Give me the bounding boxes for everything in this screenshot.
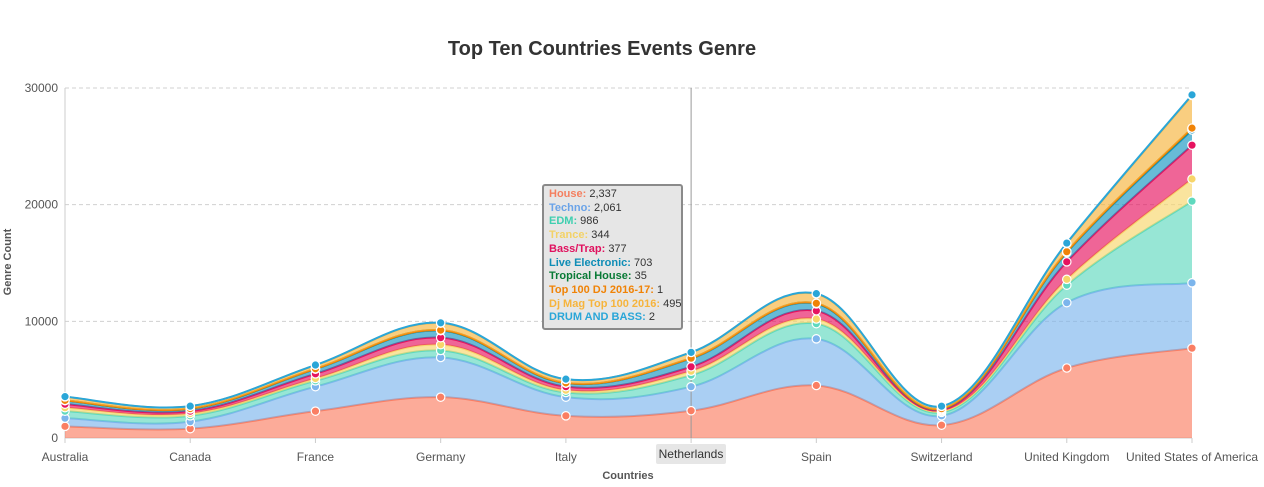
tooltip-label: Live Electronic: — [549, 256, 631, 269]
x-tick-label: Canada — [169, 450, 211, 464]
data-point[interactable] — [1061, 274, 1072, 285]
tooltip-row: Bass/Trap: 377 — [549, 243, 676, 257]
data-point[interactable] — [811, 334, 822, 344]
data-tooltip: House: 2,337 Techno: 2,061 EDM: 986 Tran… — [542, 184, 683, 330]
data-point[interactable] — [1187, 90, 1197, 100]
tooltip-label: Dj Mag Top 100 2016: — [549, 297, 661, 310]
series-areas — [64, 94, 1193, 438]
data-point[interactable] — [1187, 278, 1197, 288]
x-tick-label: United Kingdom — [1024, 450, 1109, 464]
data-point[interactable] — [686, 381, 696, 392]
data-point[interactable] — [561, 374, 571, 384]
data-point[interactable] — [1061, 238, 1072, 248]
x-tick-label: United States of America — [1126, 450, 1258, 464]
y-tick-label: 30000 — [25, 81, 59, 95]
data-point[interactable] — [1187, 343, 1197, 353]
area-house — [65, 348, 1192, 438]
y-axis-title: Genre Count — [2, 228, 14, 295]
tooltip-value: 703 — [633, 256, 653, 269]
data-point[interactable] — [1061, 297, 1072, 308]
data-point[interactable] — [435, 317, 446, 328]
tooltip-value: 377 — [608, 242, 627, 255]
tooltip-value: 2,061 — [594, 201, 622, 214]
data-point[interactable] — [811, 380, 822, 391]
data-point[interactable] — [310, 360, 321, 370]
x-tick-label: Australia — [42, 450, 89, 464]
data-point[interactable] — [811, 298, 822, 309]
data-point[interactable] — [936, 420, 947, 430]
tooltip-label: Top 100 DJ 2016-17: — [549, 283, 654, 296]
x-tick-label: France — [297, 450, 335, 464]
tooltip-value: 2,337 — [589, 188, 617, 200]
data-point[interactable] — [1061, 257, 1072, 267]
data-point[interactable] — [686, 347, 696, 358]
series-line — [64, 94, 1193, 409]
y-tick-label: 0 — [51, 431, 58, 445]
tooltip-label: Bass/Trap: — [549, 242, 606, 255]
tooltip-row: House: 2,337 — [549, 188, 676, 202]
data-point[interactable] — [435, 392, 446, 402]
x-axis-ticks: Australia Canada France Germany Italy Spain Sw… — [42, 438, 1258, 464]
tooltip-row: Tropical House: 35 — [549, 270, 676, 284]
data-point[interactable] — [1187, 174, 1197, 184]
x-tick-label: Italy — [555, 450, 577, 464]
data-point[interactable] — [1187, 196, 1197, 206]
tooltip-label: EDM: — [549, 215, 578, 228]
tooltip-label: Techno: — [549, 201, 591, 214]
data-point[interactable] — [1187, 123, 1197, 133]
data-point[interactable] — [185, 401, 196, 411]
tooltip-value: 2 — [648, 311, 655, 324]
tooltip-row: Top 100 DJ 2016-17: 1 — [549, 284, 676, 298]
data-point[interactable] — [60, 391, 70, 402]
x-axis-title: Countries — [602, 470, 653, 482]
x-tick-label: Spain — [801, 450, 832, 464]
y-tick-label: 20000 — [25, 198, 59, 212]
data-point[interactable] — [811, 314, 822, 324]
data-point[interactable] — [1187, 140, 1197, 150]
data-point[interactable] — [686, 361, 696, 372]
tooltip-row: EDM: 986 — [549, 215, 676, 229]
data-point[interactable] — [60, 421, 70, 432]
tooltip-row: DRUM AND BASS: 2 — [549, 311, 676, 325]
series-points — [60, 90, 1197, 434]
data-point[interactable] — [811, 288, 822, 299]
data-point[interactable] — [1061, 246, 1072, 257]
data-point[interactable] — [1061, 363, 1072, 373]
tooltip-label: Tropical House: — [549, 270, 632, 283]
data-point[interactable] — [686, 405, 696, 416]
tooltip-row: Trance: 344 — [549, 229, 676, 243]
tooltip-label: DRUM AND BASS: — [549, 311, 646, 324]
tooltip-label: Trance: — [549, 229, 589, 242]
tooltip-label: House: — [549, 188, 587, 200]
tooltip-value: 344 — [591, 229, 610, 242]
tooltip-row: Techno: 2,061 — [549, 202, 676, 216]
tooltip-row: Live Electronic: 703 — [549, 257, 676, 271]
hovered-category-label: Netherlands — [656, 444, 726, 464]
y-axis-ticks: 0 10000 20000 30000 — [25, 81, 59, 445]
area-techno — [65, 282, 1192, 430]
y-tick-label: 10000 — [25, 314, 59, 328]
x-tick-label: Switzerland — [911, 450, 973, 464]
data-point[interactable] — [561, 411, 571, 421]
data-point[interactable] — [936, 401, 947, 412]
tooltip-value: 1 — [657, 283, 664, 296]
data-point[interactable] — [310, 406, 321, 416]
tooltip-value: 495 — [663, 297, 682, 310]
chart-title: Top Ten Countries Events Genre — [448, 38, 756, 60]
x-tick-label: Germany — [416, 450, 465, 464]
tooltip-row: Dj Mag Top 100 2016: 495 — [549, 297, 681, 312]
tooltip-value: 35 — [634, 270, 647, 283]
tooltip-value: 986 — [580, 215, 599, 228]
